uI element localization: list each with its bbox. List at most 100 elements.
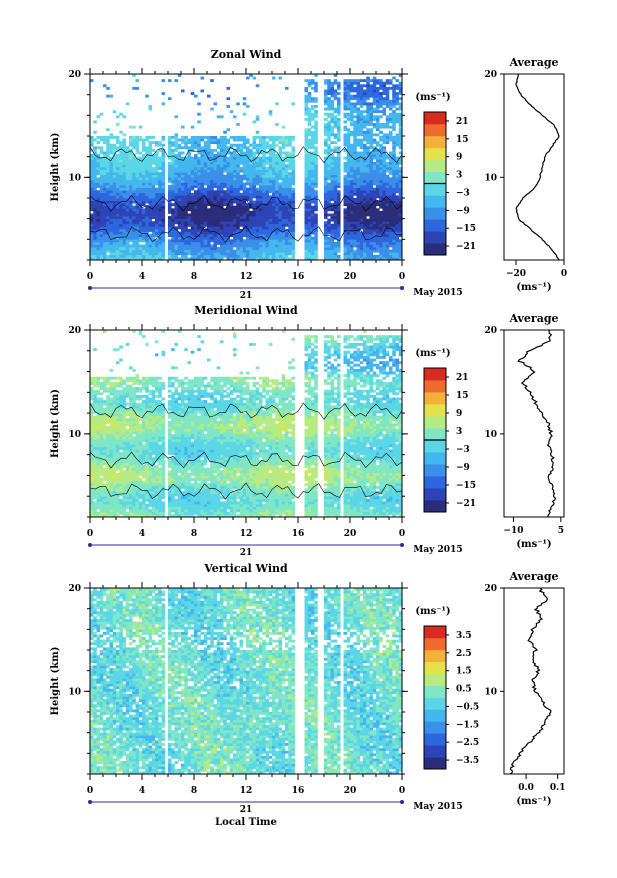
heatmap-cell — [366, 188, 370, 191]
heatmap-cell — [253, 245, 257, 248]
heatmap-cell — [314, 123, 318, 126]
heatmap-cell — [288, 175, 292, 178]
heatmap-cell — [383, 195, 387, 198]
heatmap-cell — [366, 92, 370, 95]
heatmap-cell — [379, 185, 383, 188]
heatmap-cell — [162, 247, 166, 250]
heatmap-cell — [139, 237, 143, 240]
heatmap-cell — [259, 190, 263, 193]
heatmap-cell — [116, 239, 120, 242]
heatmap-cell — [324, 95, 328, 98]
heatmap-cell — [272, 216, 276, 219]
heatmap-cell — [396, 100, 400, 103]
heatmap-cell — [191, 216, 195, 219]
heatmap-cell — [373, 216, 377, 219]
heatmap-cell — [197, 195, 201, 198]
heatmap-cell — [308, 172, 312, 175]
heatmap-cell — [152, 201, 156, 204]
heatmap-cell — [324, 203, 328, 206]
heatmap-cell — [344, 255, 348, 258]
heatmap-cell — [93, 157, 97, 160]
heatmap-cell — [197, 252, 201, 255]
heatmap-cell — [379, 239, 383, 242]
heatmap-cell — [194, 177, 198, 180]
heatmap-cell — [119, 170, 123, 173]
heatmap-cell — [220, 154, 224, 157]
heatmap-cell — [366, 121, 370, 124]
heatmap-cell — [246, 159, 250, 162]
heatmap-cell — [93, 429, 97, 432]
heatmap-cell — [379, 250, 383, 253]
heatmap-cell — [126, 221, 130, 224]
heatmap-cell — [324, 152, 328, 155]
heatmap-cell — [194, 239, 198, 242]
heatmap-cell — [292, 224, 296, 227]
heatmap-cell — [103, 470, 107, 473]
heatmap-cell — [132, 211, 136, 214]
heatmap-cell — [230, 203, 234, 206]
heatmap-cell — [376, 90, 380, 93]
heatmap-cell — [386, 245, 390, 248]
heatmap-cell — [357, 175, 361, 178]
heatmap-cell — [103, 507, 107, 510]
heatmap-cell — [392, 239, 396, 242]
heatmap-cell — [119, 167, 123, 170]
heatmap-cell — [207, 224, 211, 227]
heatmap-cell — [344, 167, 348, 170]
heatmap-cell — [100, 491, 104, 494]
heatmap-cell — [171, 190, 175, 193]
heatmap-cell — [100, 172, 104, 175]
heatmap-cell — [305, 159, 309, 162]
heatmap-cell — [136, 247, 140, 250]
heatmap-cell — [288, 195, 292, 198]
heatmap-cell — [334, 162, 338, 165]
heatmap-cell — [253, 211, 257, 214]
heatmap-cell — [275, 159, 279, 162]
heatmap-cell — [217, 146, 221, 149]
heatmap-cell — [305, 208, 309, 211]
heatmap-cell — [119, 113, 123, 116]
heatmap-cell — [171, 177, 175, 180]
heatmap-cell — [207, 152, 211, 155]
heatmap-cell — [243, 211, 247, 214]
heatmap-cell — [383, 162, 387, 165]
heatmap-cell — [194, 162, 198, 165]
heatmap-cell — [149, 226, 153, 229]
heatmap-cell — [379, 79, 383, 82]
heatmap-cell — [155, 250, 159, 253]
heatmap-cell — [305, 255, 309, 258]
heatmap-cell — [344, 108, 348, 111]
heatmap-cell — [360, 177, 364, 180]
heatmap-cell — [334, 216, 338, 219]
heatmap-cell — [168, 211, 172, 214]
heatmap-cell — [311, 201, 315, 204]
heatmap-cell — [136, 164, 140, 167]
heatmap-cell — [386, 255, 390, 258]
heatmap-cell — [350, 226, 354, 229]
heatmap-cell — [266, 221, 270, 224]
heatmap-cell — [392, 84, 396, 87]
heatmap-cell — [360, 102, 364, 105]
heatmap-cell — [344, 115, 348, 118]
heatmap-cell — [126, 224, 130, 227]
heatmap-cell — [93, 379, 97, 382]
heatmap-cell — [357, 123, 361, 126]
heatmap-cell — [132, 162, 136, 165]
heatmap-cell — [373, 97, 377, 100]
heatmap-cell — [184, 229, 188, 232]
heatmap-cell — [383, 201, 387, 204]
heatmap-cell — [97, 219, 101, 222]
heatmap-cell — [230, 152, 234, 155]
heatmap-cell — [194, 141, 198, 144]
heatmap-cell — [243, 113, 247, 116]
heatmap-cell — [175, 245, 179, 248]
heatmap-cell — [262, 232, 266, 235]
heatmap-cell — [334, 79, 338, 82]
heatmap-cell — [233, 208, 237, 211]
heatmap-cell — [370, 183, 374, 186]
heatmap-cell — [223, 224, 227, 227]
heatmap-cell — [233, 195, 237, 198]
heatmap-cell — [383, 234, 387, 237]
heatmap-cell — [308, 115, 312, 118]
heatmap-cell — [269, 190, 273, 193]
